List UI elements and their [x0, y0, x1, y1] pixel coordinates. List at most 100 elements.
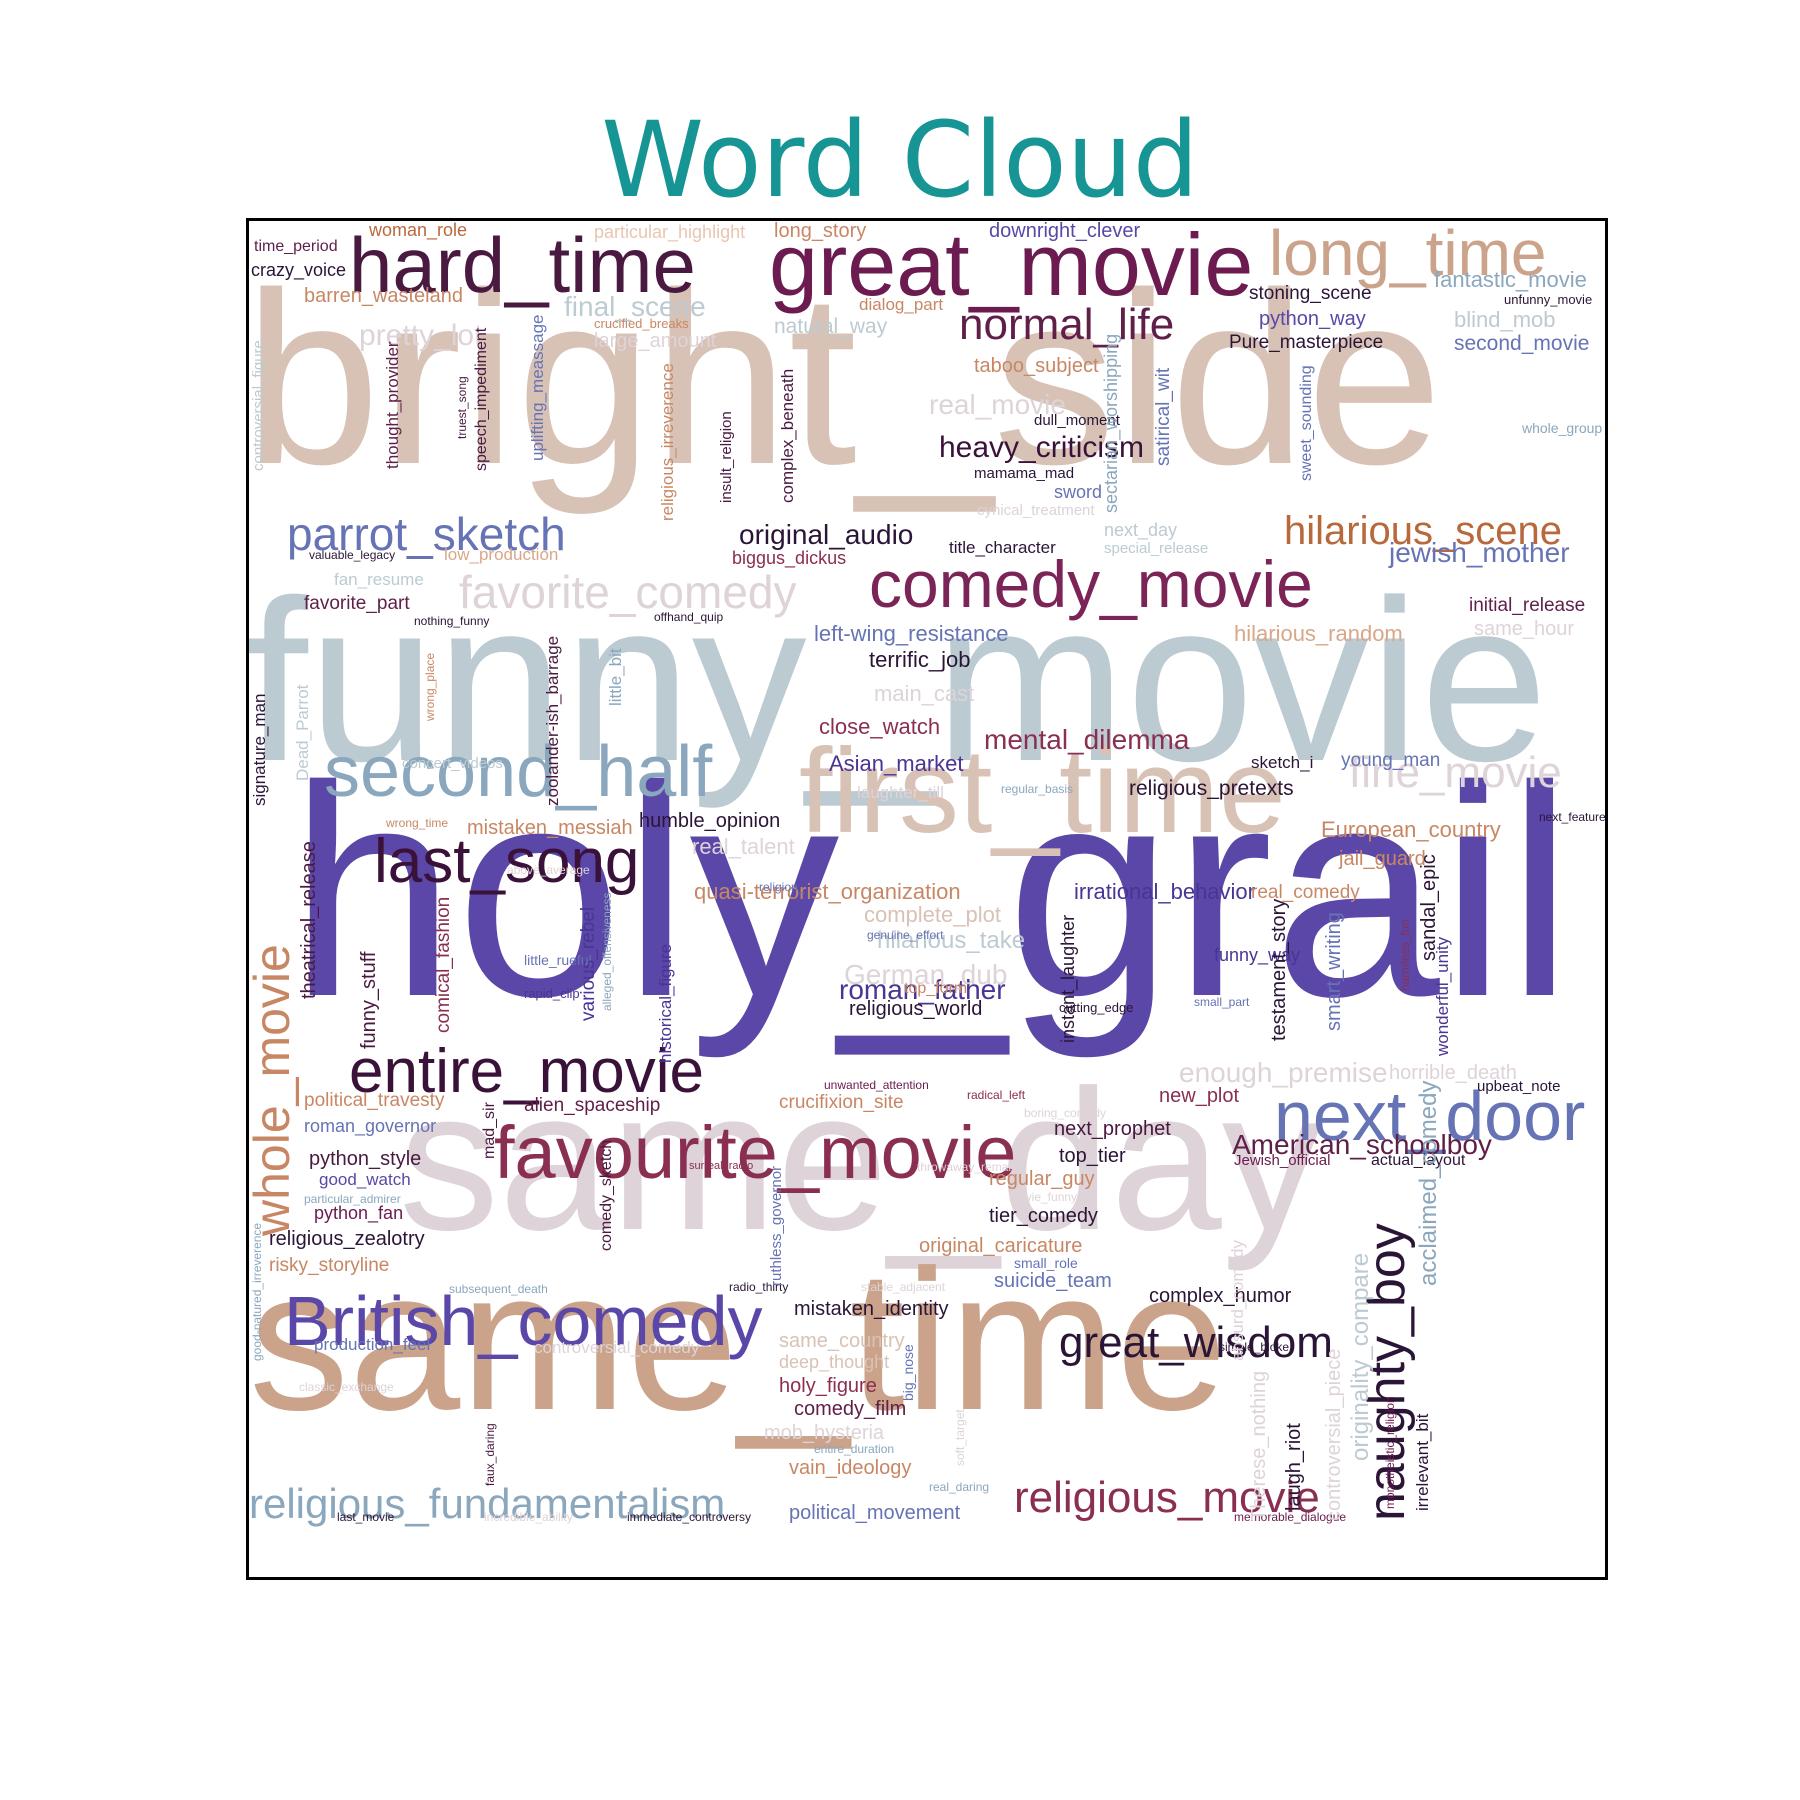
- word-fantastic-movie: fantastic_movie: [1434, 267, 1587, 292]
- word-incredible-ability: incredible_ability: [484, 1510, 573, 1524]
- word-subsequent-death: subsequent_death: [449, 1282, 548, 1296]
- word-second-movie: second_movie: [1454, 332, 1590, 355]
- word-funny-movie: funny_movie: [246, 552, 1549, 809]
- word-long-time: long_time: [1269, 218, 1547, 289]
- word-american-schoolboy: American_schoolboy: [1232, 1129, 1492, 1160]
- word-religious-fundamentalism: religious_fundamentalism: [249, 1480, 726, 1527]
- word-woman-role: woman_role: [369, 220, 468, 240]
- word-low-production: low_production: [444, 545, 559, 564]
- word-production-feel: production_feel: [314, 1335, 431, 1354]
- word-complete-plot: complete_plot: [864, 902, 1001, 927]
- word-hard-time: hard_time: [349, 221, 696, 309]
- word-entire-duration: entire_duration: [814, 1442, 895, 1456]
- word-controversial-figure: controversial_figure: [250, 340, 267, 471]
- word-sketch-i: sketch_i: [1251, 753, 1314, 772]
- word-religion-: religion_: [759, 880, 805, 894]
- word-real-comedy: real_comedy: [1251, 882, 1360, 903]
- word-next-prophet: next_prophet: [1054, 1118, 1171, 1140]
- word-crazy-voice: crazy_voice: [251, 260, 347, 280]
- word-good-watch: good_watch: [319, 1170, 411, 1189]
- word-wonderful-unity: wonderful_unity: [1433, 936, 1452, 1056]
- word-british-comedy: British_comedy: [284, 1282, 763, 1360]
- word-nothing-funny: nothing_funny: [414, 614, 490, 628]
- word-smart-writing: smart_writing: [1323, 912, 1345, 1031]
- word-throwaway-remark: throwaway_remark: [917, 1160, 1019, 1174]
- word-religious-pretexts: religious_pretexts: [1129, 777, 1294, 800]
- word-mistaken-identity: mistaken_identity: [794, 1298, 949, 1320]
- word-heavy-criticism: heavy_criticism: [939, 431, 1145, 464]
- word-top-form: top_form: [904, 980, 968, 997]
- word-political-travesty: political_travesty: [304, 1090, 445, 1111]
- word-long-story: long_story: [774, 220, 867, 242]
- word-funny-stuff: funny_stuff: [358, 951, 380, 1049]
- word-concert-videos: concert_videos: [402, 755, 503, 772]
- word-cynical-treatment: cynical_treatment: [977, 502, 1095, 519]
- word-next-feature: next_feature: [1539, 810, 1606, 824]
- word-initial-release: initial_release: [1469, 595, 1586, 616]
- word-downright-clever: downright_clever: [989, 220, 1141, 242]
- word-german-dub: German_dub: [844, 959, 1008, 990]
- word-vain-ideology: vain_ideology: [789, 1457, 912, 1479]
- word-historical-figure: historical_figure: [656, 943, 675, 1063]
- word-fine-movie: fine_movie: [1349, 748, 1562, 797]
- word-python-style: python_style: [309, 1148, 422, 1170]
- word-great-movie: great_movie: [769, 218, 1254, 314]
- word-political-movement: political_movement: [789, 1502, 961, 1524]
- word-laughter-till: laughter_till: [857, 783, 944, 802]
- word-genuine-effort: genuine_effort: [867, 928, 944, 942]
- word-roman-father: roman_father: [839, 974, 1006, 1005]
- word-normal-life: normal_life: [959, 300, 1175, 349]
- word-mental-dilemma: mental_dilemma: [984, 724, 1190, 755]
- word-irrational-behavior: irrational_behavior: [1074, 879, 1255, 904]
- word-mistaken-messiah: mistaken_messiah: [467, 817, 633, 839]
- word-cutting-edge: cutting_edge: [1059, 1000, 1134, 1015]
- word-complex-beneath: complex_beneath: [778, 368, 797, 503]
- word-hilarious-scene: hilarious_scene: [1284, 509, 1562, 553]
- word-holy-grail: holy_grail: [289, 723, 1574, 1059]
- word-holy-figure: holy_figure: [779, 1375, 877, 1397]
- word-enough-premise: enough_premise: [1179, 1057, 1388, 1088]
- word-zoolander-ish-barrage: zoolander-ish_barrage: [543, 635, 562, 806]
- word-horrible-death: horrible_death: [1389, 1062, 1517, 1084]
- word-great-wisdom: great_wisdom: [1059, 1318, 1333, 1367]
- word-whole-group: whole_group: [1522, 420, 1603, 436]
- word-classic-exchange: classic_exchange: [299, 1380, 394, 1394]
- word-funny-way: funny_way: [1214, 945, 1301, 965]
- word-original-caricature: original_caricature: [919, 1235, 1083, 1257]
- word-roman-governor: roman_governor: [304, 1116, 437, 1136]
- word-actual-layout: actual_layout: [1371, 1152, 1466, 1169]
- word-uplifting-meassage: uplifting_meassage: [528, 314, 547, 461]
- word-deep-thought: deep_thought: [779, 1352, 890, 1372]
- word-last-song: last_song: [374, 827, 640, 896]
- word-favourite-movie: favourite_movie: [494, 1111, 1017, 1194]
- word-little-bit: little_bit: [606, 648, 625, 706]
- word-young-man: young_man: [1341, 750, 1441, 771]
- word-big-nose: big_nose: [900, 1344, 916, 1401]
- word-religious-world: religious_world: [849, 998, 983, 1020]
- word-ruthless-governor: ruthless_governor: [768, 1165, 785, 1286]
- word-time-period: time_period: [254, 238, 338, 255]
- word-testament-story: testament_story: [1268, 898, 1290, 1041]
- word-special-release: special_release: [1104, 540, 1209, 557]
- word-jewish-mother: jewish_mother: [1389, 537, 1570, 568]
- word-real-movie: real_movie: [929, 389, 1066, 420]
- word-same-hour: same_hour: [1474, 618, 1575, 640]
- word-crucifixion-site: crucifixion_site: [779, 1092, 904, 1113]
- word-satirical-wit: satirical_wit: [1153, 367, 1174, 466]
- word-first-time: first_time: [799, 724, 1286, 858]
- word-above-average: above_average: [507, 863, 590, 877]
- word-valuable-legacy: valuable_legacy: [309, 548, 396, 562]
- word-immediate-controversy: immediate_controversy: [627, 1510, 752, 1524]
- word-radical-left: radical_left: [967, 1088, 1026, 1102]
- word-comedy-film: comedy_film: [794, 1398, 907, 1420]
- word-blind-mob: blind_mob: [1454, 307, 1556, 332]
- word-large-amount: large_amount: [594, 330, 717, 352]
- word-complex-humor: complex_humor: [1149, 1285, 1292, 1307]
- word-particular-highlight: particular_highlight: [594, 222, 746, 242]
- word-wrong-place: wrong_place: [423, 652, 437, 721]
- word-monotheistic-religion: monotheistic_religion: [1383, 1396, 1397, 1509]
- word-european-country: European_country: [1321, 817, 1501, 842]
- word-python-fan: python_fan: [314, 1203, 404, 1223]
- word-simple-bloke: simple_bloke: [1219, 1340, 1290, 1354]
- word-wrong-time: wrong_time: [386, 816, 449, 830]
